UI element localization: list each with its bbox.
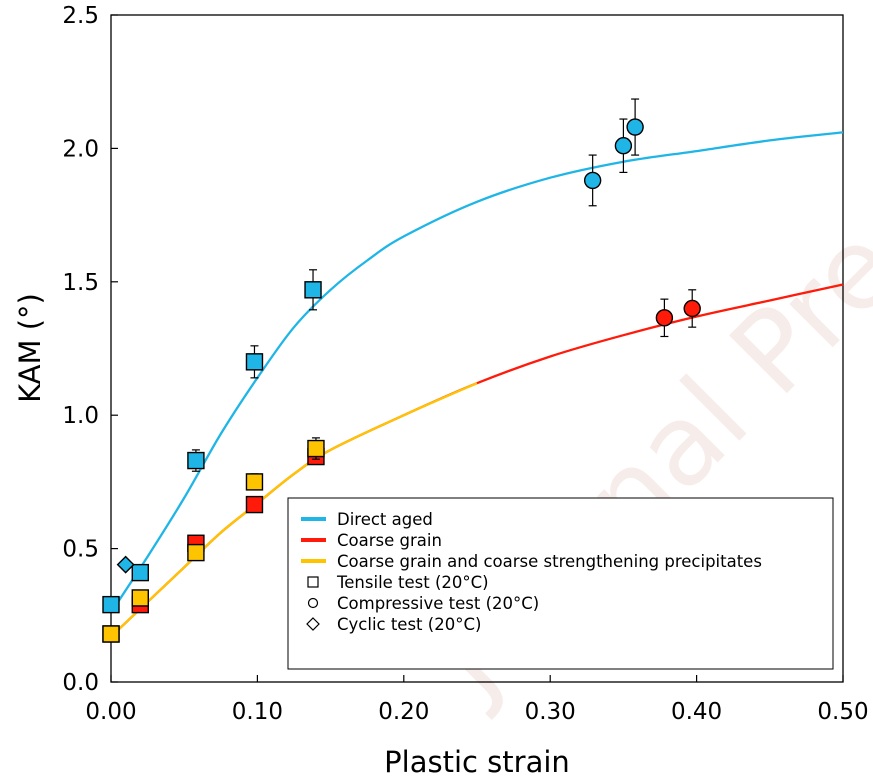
legend-label: Direct aged (337, 510, 433, 529)
legend-label: Coarse grain (337, 531, 442, 550)
plot-frame (110, 14, 844, 683)
square-point (102, 595, 120, 614)
square-point (245, 473, 264, 491)
y-tick-label: 2.5 (62, 3, 99, 29)
legend-label: Cyclic test (20°C) (337, 615, 481, 634)
y-tick-label: 1.0 (62, 403, 99, 429)
x-tick-label: 0.20 (378, 699, 429, 725)
square-point (131, 563, 149, 582)
circle-point (655, 309, 674, 327)
square-point (245, 495, 264, 514)
square-point (307, 439, 325, 458)
x-tick-label: 0.50 (817, 699, 868, 725)
square-point (304, 281, 322, 299)
x-tick-label: 0.00 (85, 699, 136, 725)
circle-point (614, 137, 633, 155)
x-tick-label: 0.30 (525, 699, 576, 725)
legend-square-marker (307, 576, 319, 588)
square-point (187, 451, 205, 470)
circle-point (626, 118, 644, 136)
data-points-layer (102, 98, 701, 643)
legend-box (287, 497, 834, 670)
legend-label: Compressive test (20°C) (337, 594, 539, 613)
legend-label: Tensile test (20°C) (336, 573, 489, 592)
circle-point (683, 299, 701, 318)
fit-curve-0 (110, 131, 844, 614)
circle-point (583, 171, 602, 190)
diamond-point (116, 555, 135, 574)
x-axis-title: Plastic strain (384, 745, 570, 779)
y-tick-label: 2.0 (62, 136, 99, 162)
y-tick-label: 1.5 (62, 270, 99, 296)
y-tick-label: 0.5 (62, 537, 99, 563)
square-point (102, 625, 120, 643)
legend-label: Coarse grain and coarse strengthening pr… (337, 552, 762, 571)
x-tick-label: 0.10 (232, 699, 283, 725)
y-tick-label: 0.0 (62, 670, 99, 696)
square-point (187, 543, 205, 562)
square-point (245, 353, 264, 371)
legend-circle-marker (307, 597, 319, 609)
square-point (131, 589, 149, 607)
ticks-layer: 0.00 0.10 0.20 0.30 0.40 0.50 0.0 0.5 1.0 1.5 2.0 2… (62, 3, 868, 725)
legend: Direct aged Coarse grain Coarse grain and … (287, 497, 834, 670)
legend-diamond-marker (306, 617, 320, 631)
y-axis-title: KAM (°) (13, 293, 47, 403)
x-tick-label: 0.40 (671, 699, 722, 725)
